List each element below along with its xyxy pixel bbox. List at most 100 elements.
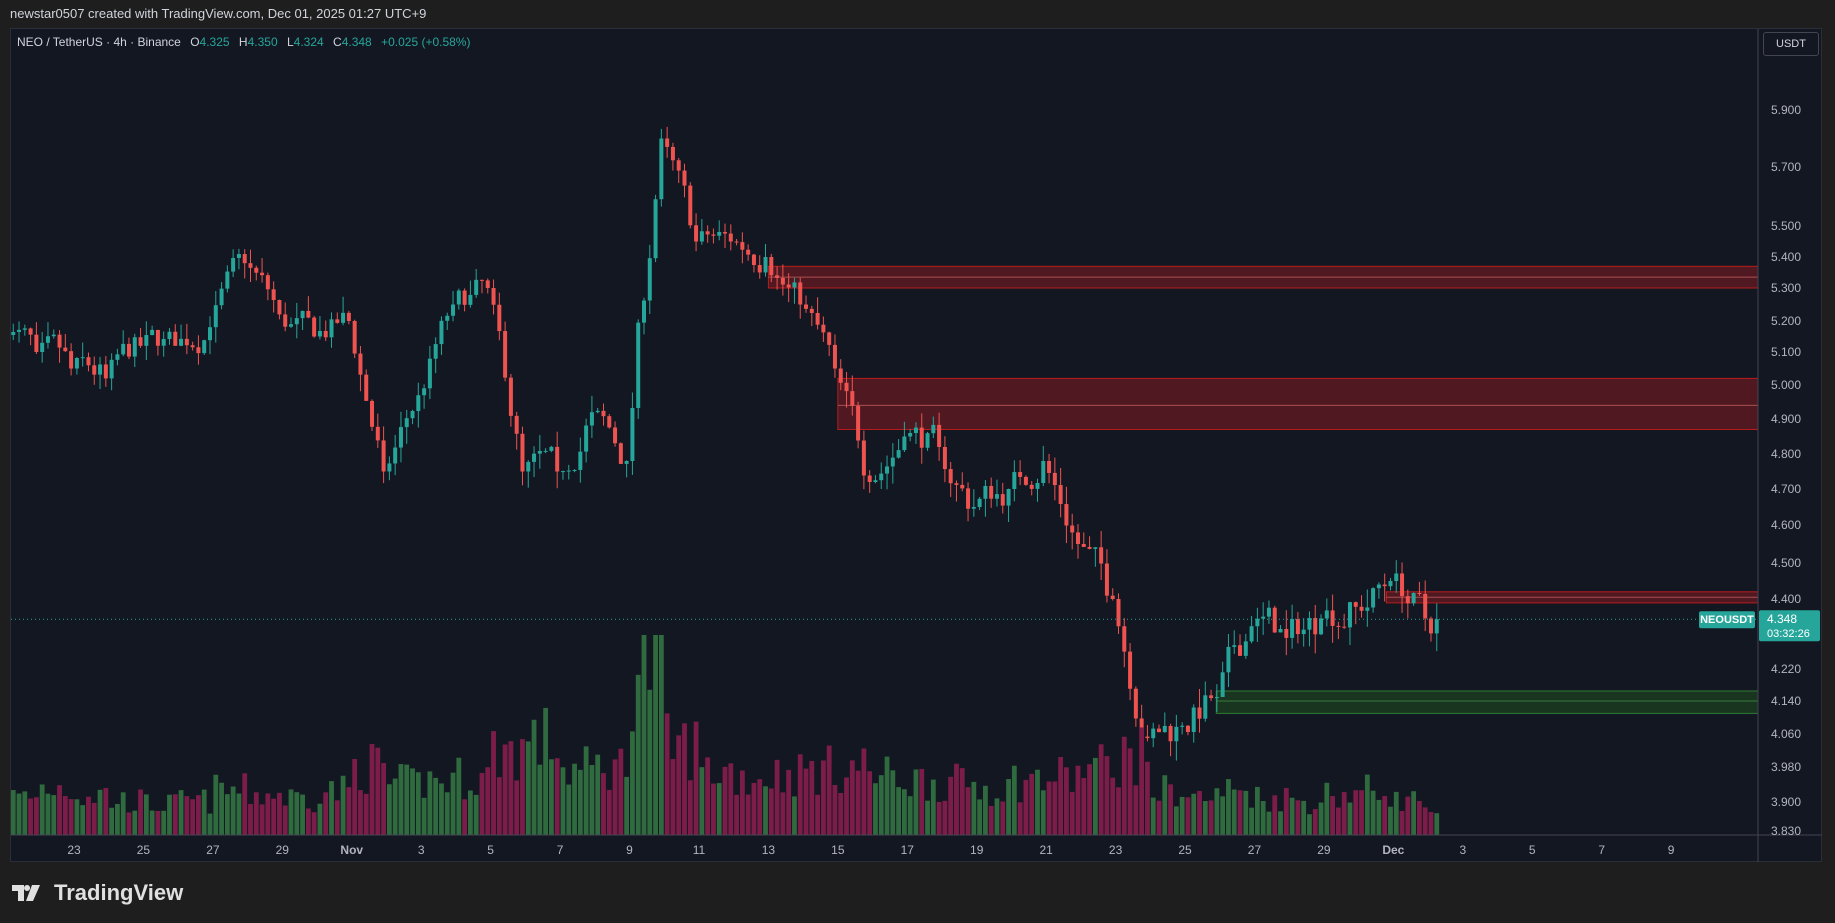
candle-body	[1203, 695, 1208, 719]
candle-body	[346, 312, 351, 321]
candle-body	[676, 160, 681, 171]
volume-bar	[1104, 756, 1110, 835]
symbol-label: NEO / TetherUS · 4h · Binance	[17, 35, 181, 49]
price-tick-label: 4.700	[1771, 482, 1801, 496]
volume-bar	[381, 763, 386, 835]
candle-body	[1023, 476, 1028, 485]
volume-bar	[386, 784, 392, 835]
candle-body	[856, 405, 861, 441]
candle-body	[1243, 641, 1248, 656]
volume-bar	[1312, 809, 1318, 835]
volume-bar	[456, 757, 462, 835]
volume-bar	[901, 789, 907, 835]
candle-body	[381, 440, 386, 472]
volume-bar	[33, 797, 39, 835]
candle-body	[271, 289, 276, 301]
volume-bar	[658, 635, 664, 835]
time-tick-label: 13	[762, 843, 776, 857]
price-tick-label: 4.800	[1771, 447, 1801, 461]
price-tick-label: 4.500	[1771, 556, 1801, 570]
candle-body	[219, 288, 224, 306]
symbol-tag: NEOUSDT	[1700, 614, 1754, 626]
time-tick-label: 7	[557, 843, 564, 857]
zone-supply-1	[837, 377, 1758, 430]
candle-body	[861, 440, 866, 476]
volume-bar	[728, 763, 734, 835]
candle-body	[566, 470, 571, 472]
candle-body	[329, 319, 334, 338]
volume-bar	[601, 773, 606, 835]
volume-bar	[925, 800, 930, 835]
chart-pane[interactable]	[10, 28, 1822, 862]
candle-body	[1070, 525, 1075, 533]
volume-bar	[1301, 800, 1307, 835]
close-value: 4.348	[341, 35, 372, 49]
volume-bar	[606, 789, 612, 835]
candle-body	[11, 331, 16, 335]
candle-body	[1168, 725, 1173, 742]
volume-bar	[1035, 769, 1040, 835]
candle-body	[508, 377, 513, 416]
volume-bar	[1260, 800, 1266, 835]
volume-bar	[711, 783, 716, 835]
volume-bar	[537, 764, 543, 835]
candle-body	[584, 425, 589, 452]
volume-bar	[508, 741, 514, 835]
candle-body	[1151, 728, 1156, 739]
volume-bar	[1335, 807, 1341, 835]
candle-body	[966, 488, 971, 509]
candle-body	[613, 427, 618, 444]
candle-body	[1400, 573, 1405, 597]
candle-body	[885, 466, 890, 474]
volume-bar	[132, 810, 138, 835]
price-tick-label: 5.400	[1771, 250, 1801, 264]
volume-bar	[149, 810, 155, 835]
candle-body	[514, 415, 519, 434]
volume-bar	[352, 759, 358, 835]
candle-body	[103, 364, 108, 379]
price-tick-label: 5.500	[1771, 219, 1801, 233]
candle-body	[491, 288, 496, 305]
candle-body	[364, 374, 369, 401]
time-tick-label: 23	[67, 843, 81, 857]
volume-bar	[230, 786, 236, 835]
candle-body	[242, 254, 247, 264]
candle-body	[659, 138, 664, 200]
volume-bar	[1272, 795, 1278, 835]
candle-body	[572, 469, 577, 471]
volume-bar	[1017, 802, 1023, 835]
candle-body	[1180, 725, 1185, 727]
volume-bar	[763, 786, 768, 835]
logo-text: TradingView	[54, 880, 184, 905]
currency-button[interactable]: USDT	[1763, 32, 1819, 56]
volume-bar	[172, 794, 178, 835]
volume-bar	[913, 769, 919, 835]
volume-bar	[259, 804, 265, 835]
volume-bar	[1121, 736, 1127, 835]
candle-body	[1307, 618, 1312, 630]
candle-body	[798, 282, 803, 305]
volume-bar	[1330, 796, 1336, 835]
candle-body	[433, 344, 438, 359]
candle-body	[537, 450, 542, 454]
volume-bar	[560, 767, 566, 835]
volume-bar	[1220, 796, 1226, 835]
volume-bar	[16, 793, 22, 835]
candle-body	[699, 231, 704, 242]
volume-bar	[792, 796, 797, 835]
volume-bar	[207, 813, 213, 835]
volume-bar	[1127, 748, 1133, 835]
volume-bar	[768, 788, 774, 835]
volume-bar	[624, 776, 630, 835]
volume-bar	[5, 806, 10, 835]
volume-bar	[635, 674, 641, 835]
candle-body	[1266, 607, 1271, 617]
price-tick-label: 5.300	[1771, 281, 1801, 295]
candle-body	[1110, 595, 1115, 599]
volume-bar	[531, 719, 537, 835]
volume-bar	[138, 789, 143, 835]
volume-bar	[224, 794, 230, 835]
time-tick-label: 7	[1598, 843, 1605, 857]
volume-bar	[253, 792, 259, 835]
